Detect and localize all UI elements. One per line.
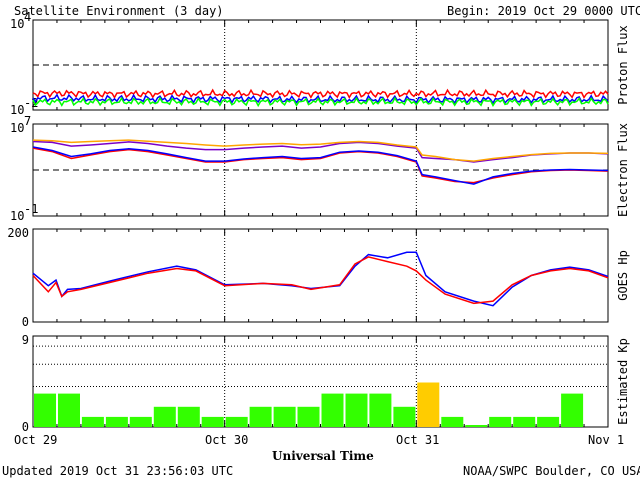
x-tick-oct31: Oct 31 (396, 433, 439, 447)
proton-flux-series-red (32, 88, 609, 100)
electron-flux-panel: 10 710 -1 Electron Flux (10, 114, 630, 223)
estimated-kp-bar (177, 406, 200, 427)
estimated-kp-bar (249, 406, 272, 427)
electron-flux-y-tick-bottom-exp: -1 (24, 202, 38, 216)
goes-hp-y-tick-top: 200 (7, 226, 29, 240)
estimated-kp-bar (273, 406, 296, 427)
electron-flux-y-tick-bottom: 10 (10, 209, 24, 223)
estimated-kp-y-tick-bottom: 0 (22, 420, 29, 434)
goes-hp-series-red (32, 256, 609, 305)
proton-flux-y-tick-bottom: 10 (10, 103, 24, 117)
estimated-kp-bar (153, 406, 176, 427)
electron-flux-series-orange (32, 139, 609, 162)
x-tick-oct30: Oct 30 (205, 433, 248, 447)
plot-title: Satellite Environment (3 day) (14, 4, 224, 18)
estimated-kp-bar (417, 382, 440, 427)
electron-flux-series-purple (32, 140, 609, 163)
estimated-kp-bar (58, 393, 80, 427)
estimated-kp-bar (225, 416, 248, 427)
electron-flux-y-axis-label: Electron Flux (616, 123, 630, 217)
proton-flux-frame (32, 19, 609, 111)
updated-timestamp: Updated 2019 Oct 31 23:56:03 UTC (2, 464, 233, 478)
electron-flux-frame (32, 123, 609, 217)
estimated-kp-bar (393, 406, 416, 427)
estimated-kp-bar (561, 393, 584, 427)
estimated-kp-bar (201, 416, 224, 427)
proton-flux-y-tick-top-exp: 4 (24, 10, 31, 24)
proton-flux-y-tick-bottom-exp: -2 (24, 96, 38, 110)
estimated-kp-bar (465, 425, 488, 427)
estimated-kp-bar (34, 393, 56, 427)
electron-flux-series-blue (32, 146, 609, 185)
proton-flux-series-green (32, 96, 609, 108)
proton-flux-panel: 10 410 -2 Proton Flux (10, 10, 630, 117)
estimated-kp-bar (321, 393, 344, 427)
estimated-kp-bar (489, 416, 512, 427)
estimated-kp-bar (369, 393, 392, 427)
x-tick-oct29: Oct 29 (14, 433, 57, 447)
estimated-kp-bar (129, 416, 152, 427)
electron-flux-y-tick-top: 10 (10, 121, 24, 135)
goes-hp-y-tick-bottom: 0 (22, 315, 29, 329)
estimated-kp-bar (81, 416, 104, 427)
credit-text: NOAA/SWPC Boulder, CO USA (463, 464, 640, 478)
estimated-kp-bar (297, 406, 320, 427)
proton-flux-y-tick-top: 10 (10, 17, 24, 31)
estimated-kp-bar (513, 416, 536, 427)
estimated-kp-bar (105, 416, 128, 427)
estimated-kp-frame (32, 335, 609, 428)
goes-hp-panel: 200 0 GOES Hp (7, 226, 630, 329)
estimated-kp-bar (441, 416, 464, 427)
goes-hp-frame (32, 228, 609, 323)
x-tick-nov1: Nov 1 (588, 433, 624, 447)
estimated-kp-y-tick-top: 9 (22, 333, 29, 347)
electron-flux-series-red (32, 147, 609, 184)
proton-flux-y-axis-label: Proton Flux (616, 25, 630, 104)
electron-flux-y-tick-top-exp: 7 (24, 114, 31, 128)
goes-hp-series-blue (32, 251, 609, 307)
estimated-kp-bar (345, 393, 368, 427)
begin-time: Begin: 2019 Oct 29 0000 UTC (447, 4, 640, 18)
x-axis-label: Universal Time (272, 449, 374, 463)
estimated-kp-y-axis-label: Estimated Kp (616, 338, 630, 425)
estimated-kp-panel: 9 0 Estimated Kp (22, 333, 630, 434)
estimated-kp-bar (537, 416, 560, 427)
goes-hp-y-axis-label: GOES Hp (616, 250, 630, 301)
